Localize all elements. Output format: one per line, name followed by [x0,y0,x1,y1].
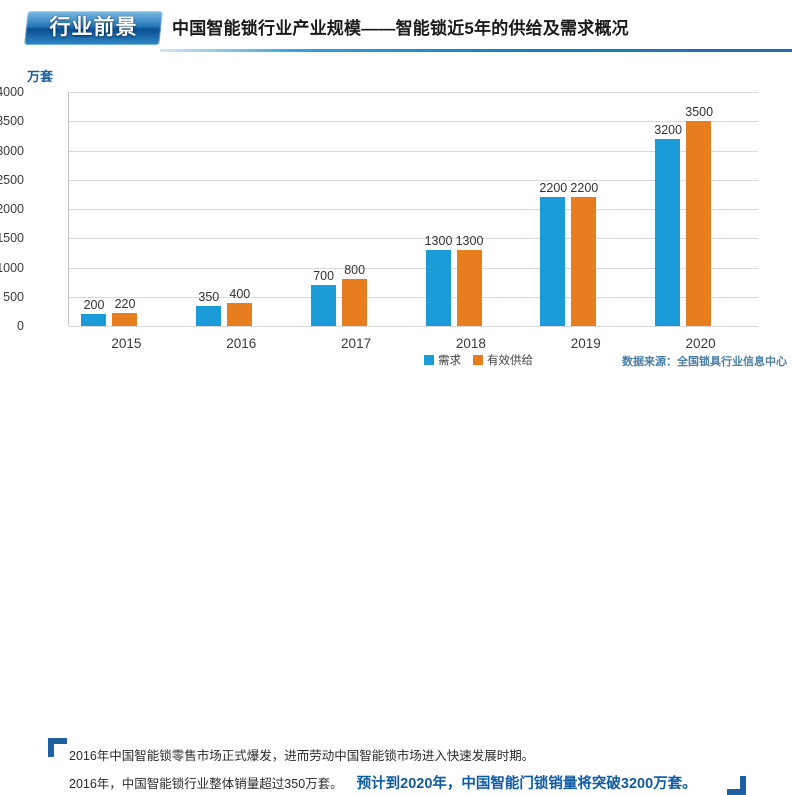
caption-line-2-normal: 2016年，中国智能锁行业整体销量超过350万套。 [69,777,343,791]
chart-bar[interactable]: 220 [112,297,137,326]
x-axis-tick-label: 2019 [570,336,601,351]
chart-bar[interactable]: 1300 [425,234,452,326]
y-axis-tick-label: 1500 [0,231,24,246]
chart-gridline [69,296,758,298]
chart-bar[interactable]: 400 [226,287,252,326]
chart-bar-value-label: 800 [344,263,366,278]
bar-chart: 4000350030002500200015001000500020152002… [0,85,792,351]
y-axis-tick-label: 3000 [0,143,24,158]
page-title: 中国智能锁行业产业规模――智能锁近5年的供给及需求概况 [172,19,629,38]
chart-bar[interactable]: 3500 [685,105,713,326]
legend-item-label: 有效供给 [487,355,533,367]
y-axis-tick-label: 2500 [0,172,24,187]
chart-bar[interactable]: 3200 [654,123,682,326]
chart-gridline [69,150,758,152]
legend-item[interactable]: 有效供给 [473,352,533,368]
chart-bar-value-label: 350 [198,289,220,304]
chart-bar[interactable]: 800 [341,263,367,326]
x-axis-tick-label: 2017 [341,336,372,351]
chart-gridline [69,267,758,269]
chart-gridline [69,209,758,210]
y-axis-tick-label: 1000 [0,260,24,275]
chart-bar-value-label: 3200 [654,122,683,137]
chart-bar[interactable]: 700 [310,269,336,326]
y-axis-tick-label: 3500 [0,114,24,129]
section-badge: 行业前景 [24,11,163,45]
chart-bar-value-label: 220 [114,297,136,312]
y-axis-tick-label: 0 [17,319,24,333]
y-axis-unit-label: 万套 [27,69,54,84]
chart-bar[interactable]: 200 [81,298,106,326]
x-axis-tick-label: 2016 [226,336,257,351]
caption-block: 2016年中国智能锁零售市场正式爆发，进而劳动中国智能锁市场进入快速发展时期。 … [0,368,792,795]
chart-legend: 需求 有效供给 [424,352,533,368]
x-axis-tick-label: 2018 [455,336,486,351]
chart-bar-group: 200 220 [69,92,184,326]
y-axis-tick-label: 2000 [0,202,24,216]
chart-bar-value-label: 3500 [685,105,714,120]
chart-bar-value-label: 400 [229,286,251,301]
page-header: 行业前景 中国智能锁行业产业规模――智能锁近5年的供给及需求概况 [0,0,792,58]
chart-bar[interactable]: 350 [195,290,221,326]
chart-gridline [69,92,758,93]
chart-plot-area: 4000350030002500200015001000500020152002… [0,85,758,351]
y-axis-tick-label: 500 [3,289,24,304]
legend-item-label: 需求 [438,355,461,367]
chart-bar-group: 3200 3500 [643,92,758,326]
chart-bar-value-label: 700 [313,269,335,284]
chart-source-note: 数据来源：全国锁具行业信息中心 [622,356,787,368]
chart-bar-group: 1300 1300 [414,92,529,326]
legend-swatch-icon [473,355,483,365]
section-badge-label: 行业前景 [49,16,138,39]
legend-swatch-icon [424,355,434,365]
legend-item[interactable]: 需求 [424,352,461,368]
chart-gridline [69,326,758,327]
chart-gridline [69,179,758,181]
caption-line-2: 2016年，中国智能锁行业整体销量超过350万套。 预计到2020年，中国智能门锁… [69,772,697,793]
chart-bar-group: 700 800 [299,92,414,326]
bracket-top-left-icon [48,738,67,757]
bracket-bottom-right-icon [727,776,746,795]
chart-bar-group: 350 400 [184,92,299,326]
chart-gridline [69,238,758,240]
chart-bar-value-label: 1300 [424,233,453,248]
chart-bar[interactable]: 2200 [539,181,567,326]
caption-line-2-highlight: 预计到2020年，中国智能门锁销量将突破3200万套。 [356,776,697,792]
y-axis-tick-label: 4000 [0,85,24,99]
chart-bar-value-label: 2200 [570,181,599,196]
chart-bar-value-label: 1300 [455,233,484,248]
chart-bar-value-label: 200 [83,298,105,313]
chart-bar[interactable]: 1300 [456,234,483,326]
x-axis-tick-label: 2020 [685,336,716,351]
chart-bar-group: 2200 2200 [528,92,643,326]
chart-bar[interactable]: 2200 [570,181,598,326]
header-divider [160,49,792,52]
caption-line-1: 2016年中国智能锁零售市场正式爆发，进而劳动中国智能锁市场进入快速发展时期。 [69,749,535,763]
chart-bar-value-label: 2200 [539,181,568,196]
x-axis-tick-label: 2015 [111,336,142,351]
chart-gridline [69,121,758,123]
